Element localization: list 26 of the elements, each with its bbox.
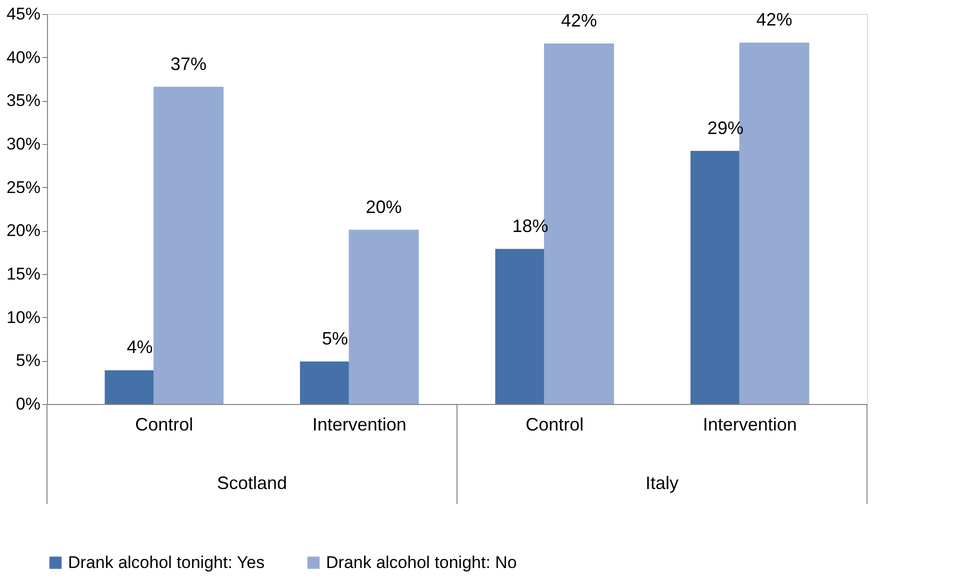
y-tick-label: 0% [16,394,40,414]
y-tick-label: 15% [6,264,40,284]
y-tick-label: 20% [6,221,40,240]
x-tick-label: Intervention [702,414,797,434]
y-tick-label: 30% [6,134,40,154]
data-label: 42% [756,10,792,30]
legend-label: Drank alcohol tonight: Yes [68,552,265,572]
y-tick-label: 45% [6,4,40,24]
y-tick-label: 5% [16,351,40,370]
data-label: 20% [366,196,402,217]
y-tick-label: 10% [6,308,40,327]
x-tick-label: Intervention [312,414,406,434]
y-tick-label: 35% [6,91,40,110]
y-tick-label: 40% [6,48,40,67]
data-label: 42% [561,10,598,30]
y-tick-label: 25% [6,178,40,197]
legend-label: Drank alcohol tonight: No [326,552,517,572]
data-label: 18% [512,216,548,236]
text: Italy [645,473,679,493]
data-label: 29% [707,118,744,138]
text: Scotland [216,473,288,493]
x-tick-label: Control [526,414,584,434]
data-label: 5% [322,328,348,349]
x-tick-label: Control [135,414,194,434]
data-label: 37% [170,54,207,74]
data-label: 4% [126,337,153,358]
